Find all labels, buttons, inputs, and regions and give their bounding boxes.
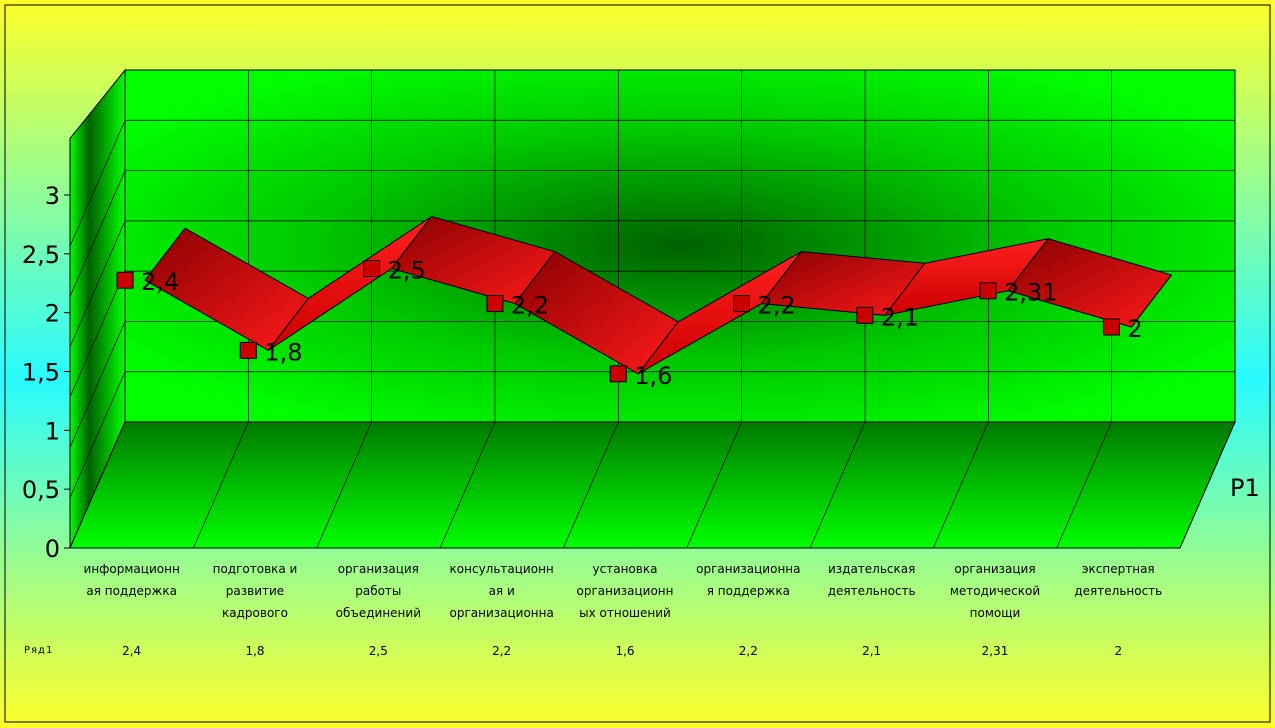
data-point-marker	[609, 365, 627, 383]
data-label: 1,8	[264, 338, 302, 366]
y-tick-label: 2	[45, 300, 60, 328]
gridline-side	[69, 220, 126, 347]
y-tick-label: 1,5	[22, 359, 60, 387]
data-label: 2,5	[388, 257, 426, 285]
floor-divider	[193, 421, 249, 549]
data-label: 2,4	[141, 268, 179, 296]
data-point-marker	[856, 306, 874, 324]
depth-axis-label: Р1	[1230, 474, 1260, 502]
y-tick-label: 3	[45, 182, 60, 210]
y-tick-label: 0	[45, 535, 60, 563]
x-category-label: информационн ая поддержка	[83, 562, 180, 598]
table-value: 2,4	[122, 644, 142, 658]
chart-border	[4, 4, 1271, 723]
data-label: 1,6	[634, 362, 672, 390]
floor-divider	[933, 421, 989, 549]
x-category-label: организация работы объединений	[335, 562, 421, 620]
table-value: 1,8	[245, 644, 265, 658]
x-category-label: издательская деятельность	[827, 562, 916, 598]
table-value: 2,2	[492, 644, 512, 658]
ribbon-end-edge	[1131, 274, 1172, 328]
data-point-marker	[1102, 318, 1120, 336]
y-tick-label: 1	[45, 417, 60, 445]
floor-divider	[1179, 421, 1236, 549]
data-label: 2	[1127, 315, 1142, 343]
floor-divider	[316, 421, 372, 549]
x-category-label: организационна я поддержка	[696, 562, 801, 598]
y-tick-label: 0,5	[22, 476, 60, 504]
floor-divider	[563, 421, 619, 549]
x-category-label: консультационн ая и организационна	[449, 562, 554, 620]
data-point-marker	[363, 260, 381, 277]
y-tick-label: 2,5	[22, 241, 60, 269]
table-value: 2,1	[862, 644, 882, 658]
gridline-side	[69, 371, 126, 498]
gridline-side	[69, 421, 126, 549]
table-value: 1,6	[615, 644, 635, 658]
x-category-label: установка организационн ых отношений	[576, 562, 674, 620]
table-value: 2,5	[368, 644, 388, 658]
floor-divider	[809, 421, 866, 549]
data-point-marker	[116, 271, 134, 289]
data-point-marker	[979, 282, 997, 300]
table-value: 2,2	[738, 644, 758, 658]
table-value: 2,31	[981, 644, 1009, 658]
floor-divider	[1056, 421, 1112, 549]
gridline-side	[69, 170, 126, 297]
data-label: 2,2	[758, 292, 796, 320]
floor-divider	[686, 421, 742, 549]
data-label: 2,31	[1004, 279, 1057, 307]
floor-divider	[439, 421, 496, 549]
data-label: 2,1	[881, 303, 919, 331]
gridline-side	[69, 271, 126, 398]
table-series-name: Ряд1	[24, 645, 54, 656]
data-point-marker	[239, 341, 257, 359]
x-category-label: экспертная деятельность	[1074, 562, 1163, 598]
gridline-side	[69, 120, 126, 247]
x-category-label: организация методической помощи	[949, 562, 1041, 620]
data-point-marker	[733, 295, 750, 313]
gridline-side	[69, 321, 126, 448]
floor	[69, 421, 1236, 549]
data-point-marker	[486, 295, 504, 313]
data-label: 2,2	[511, 292, 549, 320]
x-category-label: подготовка и развитие кадрового	[212, 562, 298, 620]
table-value: 2	[1114, 644, 1123, 658]
